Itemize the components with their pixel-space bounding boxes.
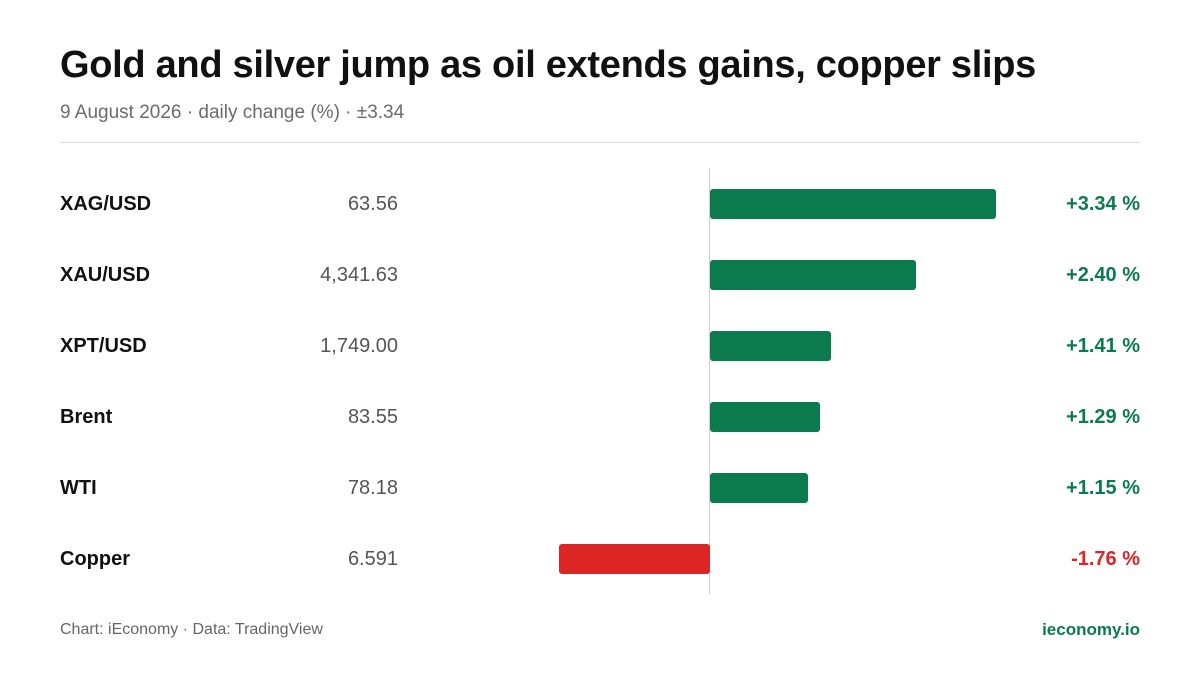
row-price: 1,749.00 bbox=[320, 335, 398, 357]
row-label: XAU/USD bbox=[60, 264, 151, 286]
brand-link[interactable]: ieconomy.io bbox=[1042, 620, 1140, 639]
table-row: XAG/USD 63.56 +3.34 % bbox=[60, 184, 1140, 224]
row-price: 78.18 bbox=[347, 477, 398, 499]
row-price: 83.55 bbox=[347, 406, 398, 428]
table-row: XPT/USD 1,749.00 +1.41 % bbox=[60, 326, 1140, 366]
zero-axis-line bbox=[709, 168, 710, 594]
bar-positive bbox=[710, 189, 996, 219]
bar-negative bbox=[559, 544, 710, 574]
row-change-label: +3.34 % bbox=[1066, 193, 1140, 215]
row-price: 4,341.63 bbox=[320, 264, 398, 286]
row-change-label: +1.29 % bbox=[1066, 406, 1140, 428]
table-row: Brent 83.55 +1.29 % bbox=[60, 397, 1140, 437]
row-label: XAG/USD bbox=[60, 193, 152, 215]
table-row: XAU/USD 4,341.63 +2.40 % bbox=[60, 255, 1140, 295]
row-price: 63.56 bbox=[347, 193, 398, 215]
row-price: 6.591 bbox=[347, 548, 398, 570]
bar-positive bbox=[710, 473, 809, 503]
bar-positive bbox=[710, 402, 821, 432]
table-row: WTI 78.18 +1.15 % bbox=[60, 468, 1140, 508]
chart-subtitle: 9 August 2026 · daily change (%) · ±3.34 bbox=[60, 102, 405, 123]
row-label: WTI bbox=[60, 477, 97, 499]
row-change-label: -1.76 % bbox=[1071, 548, 1140, 570]
row-change-label: +1.15 % bbox=[1066, 477, 1140, 499]
table-row: Copper 6.591 -1.76 % bbox=[60, 539, 1140, 579]
row-change-label: +2.40 % bbox=[1066, 264, 1140, 286]
header-divider bbox=[60, 142, 1140, 143]
bar-positive bbox=[710, 260, 916, 290]
row-change-label: +1.41 % bbox=[1066, 335, 1140, 357]
row-label: XPT/USD bbox=[60, 335, 147, 357]
row-label: Copper bbox=[60, 548, 130, 570]
row-label: Brent bbox=[60, 406, 113, 428]
chart-title: Gold and silver jump as oil extends gain… bbox=[60, 44, 1036, 86]
source-credit: Chart: iEconomy · Data: TradingView bbox=[60, 621, 323, 638]
bar-positive bbox=[710, 331, 831, 361]
